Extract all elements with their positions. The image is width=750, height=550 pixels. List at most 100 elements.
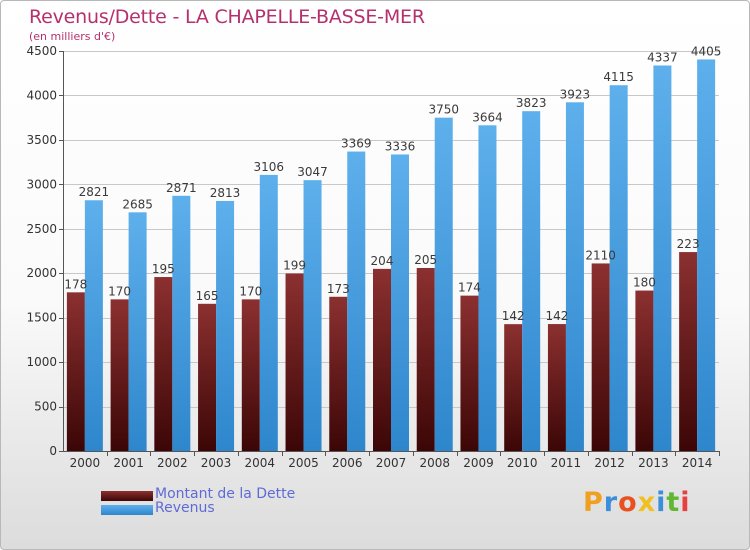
x-tick-label: 2014 bbox=[682, 456, 713, 470]
bar-dette bbox=[66, 292, 85, 451]
x-tick-label: 2006 bbox=[332, 456, 363, 470]
y-tick-label: 3500 bbox=[26, 133, 57, 147]
data-label-revenus: 3369 bbox=[341, 137, 372, 151]
y-tick-label: 500 bbox=[34, 400, 57, 414]
x-tick-label: 2007 bbox=[376, 456, 407, 470]
data-label-dette: 165 bbox=[196, 289, 219, 303]
y-tick-label: 3000 bbox=[26, 177, 57, 191]
bar-dette bbox=[504, 324, 523, 451]
bar-dette bbox=[679, 252, 698, 451]
logo-letter: i bbox=[656, 487, 667, 518]
x-tick-label: 2000 bbox=[70, 456, 101, 470]
logo-letter: t bbox=[666, 487, 681, 518]
data-label-revenus: 3923 bbox=[560, 87, 591, 101]
bar-revenus bbox=[84, 200, 103, 451]
bar-revenus bbox=[303, 180, 322, 451]
bar-revenus bbox=[259, 174, 278, 451]
data-label-dette: 204 bbox=[371, 254, 394, 268]
data-label-dette: 174 bbox=[458, 281, 481, 295]
x-tick-label: 2001 bbox=[113, 456, 144, 470]
bar-revenus bbox=[609, 85, 628, 451]
x-tick-label: 2004 bbox=[245, 456, 276, 470]
x-tick-label: 2002 bbox=[157, 456, 188, 470]
x-tick-label: 2012 bbox=[594, 456, 625, 470]
y-tick-label: 2500 bbox=[26, 222, 57, 236]
proxiti-logo: Proxiti bbox=[583, 487, 691, 518]
data-label-dette: 142 bbox=[502, 309, 525, 323]
legend-swatch-dette bbox=[101, 491, 153, 501]
data-label-dette: 205 bbox=[414, 253, 437, 267]
data-label-revenus: 3664 bbox=[472, 110, 503, 124]
data-label-revenus: 3336 bbox=[385, 139, 416, 153]
data-label-revenus: 4115 bbox=[603, 70, 634, 84]
data-label-revenus: 3750 bbox=[428, 103, 459, 117]
logo-letter: P bbox=[583, 487, 604, 518]
bar-dette bbox=[285, 273, 304, 451]
bar-dette bbox=[416, 267, 435, 451]
data-label-dette: 142 bbox=[545, 309, 568, 323]
bar-dette bbox=[198, 303, 217, 451]
data-label-dette: 178 bbox=[64, 277, 87, 291]
data-label-revenus: 2871 bbox=[166, 181, 197, 195]
data-label-revenus: 4337 bbox=[647, 50, 678, 64]
legend-label-dette: Montant de la Dette bbox=[155, 486, 296, 502]
bar-dette bbox=[591, 263, 610, 451]
bar-dette bbox=[241, 299, 260, 451]
y-tick-label: 4000 bbox=[26, 88, 57, 102]
y-tick-label: 4500 bbox=[26, 44, 57, 58]
data-label-dette: 180 bbox=[633, 276, 656, 290]
x-tick-label: 2009 bbox=[463, 456, 494, 470]
logo-letter: x bbox=[637, 487, 657, 518]
logo-letter: i bbox=[680, 487, 691, 518]
data-label-dette: 170 bbox=[239, 284, 262, 298]
legend-label-revenus: Revenus bbox=[155, 500, 215, 516]
data-label-dette: 195 bbox=[152, 262, 175, 276]
bar-dette bbox=[110, 299, 129, 451]
y-tick-label: 1500 bbox=[26, 311, 57, 325]
data-label-dette: 170 bbox=[108, 284, 131, 298]
x-tick-label: 2011 bbox=[551, 456, 582, 470]
bar-revenus bbox=[434, 117, 453, 452]
chart-title: Revenus/Dette - LA CHAPELLE-BASSE-MER bbox=[29, 6, 425, 28]
logo-letter: r bbox=[603, 487, 619, 518]
x-tick-label: 2013 bbox=[638, 456, 669, 470]
chart-subtitle: (en milliers d'€) bbox=[29, 30, 116, 43]
bar-revenus bbox=[216, 200, 235, 451]
bar-revenus bbox=[653, 65, 672, 451]
x-tick-label: 2010 bbox=[507, 456, 538, 470]
bar-dette bbox=[373, 268, 391, 451]
data-label-dette: 199 bbox=[283, 258, 306, 272]
bar-dette bbox=[154, 277, 173, 451]
data-label-revenus: 3823 bbox=[516, 96, 547, 110]
data-label-dette: 2110 bbox=[585, 248, 616, 262]
data-label-revenus: 2821 bbox=[79, 185, 110, 199]
bar-revenus bbox=[172, 195, 191, 451]
bar-revenus bbox=[128, 212, 147, 451]
bar-dette bbox=[329, 296, 348, 451]
bar-revenus bbox=[347, 151, 366, 452]
data-label-revenus: 3047 bbox=[297, 165, 328, 179]
bar-revenus bbox=[697, 59, 716, 451]
bar-revenus bbox=[391, 154, 409, 451]
y-tick-label: 1000 bbox=[26, 355, 57, 369]
x-tick-label: 2003 bbox=[201, 456, 232, 470]
bar-dette bbox=[460, 295, 479, 451]
logo-letter: o bbox=[618, 487, 638, 518]
bar-revenus bbox=[478, 125, 497, 452]
y-tick-label: 0 bbox=[49, 444, 57, 458]
data-label-revenus: 4405 bbox=[691, 44, 722, 58]
bar-revenus bbox=[522, 111, 541, 451]
data-label-revenus: 2685 bbox=[122, 197, 153, 211]
bar-revenus bbox=[565, 102, 584, 452]
legend-swatch-revenus bbox=[101, 505, 153, 515]
y-tick-label: 2000 bbox=[26, 266, 57, 280]
bar-dette bbox=[547, 324, 566, 451]
data-label-revenus: 3106 bbox=[254, 160, 285, 174]
data-label-dette: 223 bbox=[677, 237, 700, 251]
bar-dette bbox=[635, 290, 654, 451]
x-tick-label: 2005 bbox=[288, 456, 319, 470]
x-tick-label: 2008 bbox=[419, 456, 450, 470]
data-label-revenus: 2813 bbox=[210, 186, 241, 200]
